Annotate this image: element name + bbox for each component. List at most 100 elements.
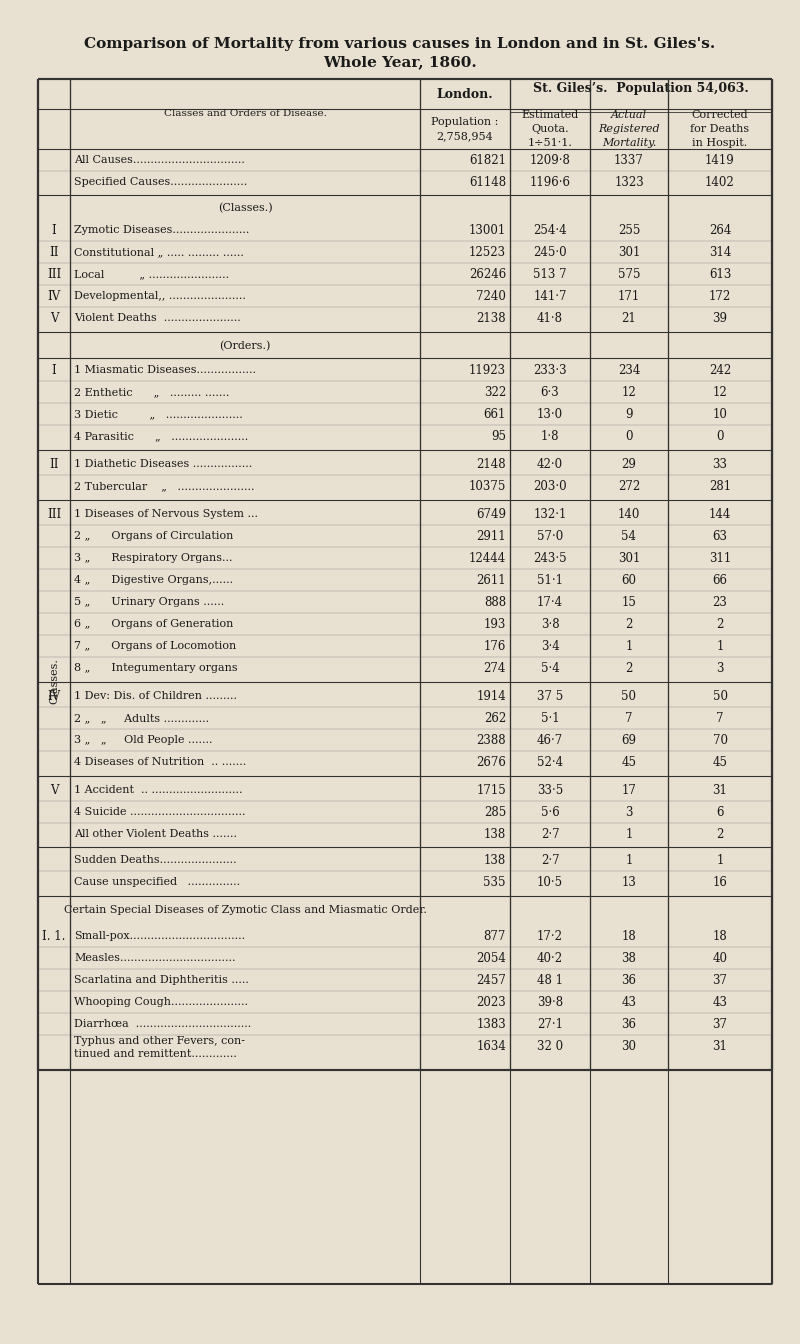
Text: 12523: 12523 — [469, 246, 506, 258]
Text: 262: 262 — [484, 711, 506, 724]
Text: 6 „      Organs of Generation: 6 „ Organs of Generation — [74, 620, 234, 629]
Text: 141·7: 141·7 — [534, 289, 566, 302]
Text: 21: 21 — [622, 312, 636, 324]
Text: 29: 29 — [622, 457, 637, 470]
Text: 301: 301 — [618, 551, 640, 564]
Text: 38: 38 — [622, 952, 637, 965]
Text: 1: 1 — [626, 828, 633, 840]
Text: IV: IV — [47, 689, 61, 703]
Text: 1715: 1715 — [476, 784, 506, 797]
Text: Corrected
for Deaths
in Hospit.: Corrected for Deaths in Hospit. — [690, 110, 750, 148]
Text: 66: 66 — [713, 574, 727, 586]
Text: 4 Suicide .................................: 4 Suicide ..............................… — [74, 806, 246, 817]
Text: 12: 12 — [622, 386, 636, 399]
Text: 281: 281 — [709, 480, 731, 492]
Text: 203·0: 203·0 — [533, 480, 567, 492]
Text: Constitutional „ ..... ......... ......: Constitutional „ ..... ......... ...... — [74, 247, 244, 257]
Text: I: I — [52, 223, 56, 237]
Text: 535: 535 — [483, 875, 506, 888]
Text: 6·3: 6·3 — [541, 386, 559, 399]
Text: V: V — [50, 784, 58, 797]
Text: 1 Accident  .. ..........................: 1 Accident .. .......................... — [74, 785, 242, 796]
Text: 45: 45 — [622, 755, 637, 769]
Text: 2388: 2388 — [476, 734, 506, 746]
Text: 245·0: 245·0 — [533, 246, 567, 258]
Text: 264: 264 — [709, 223, 731, 237]
Text: Whooping Cough......................: Whooping Cough...................... — [74, 997, 248, 1007]
Text: Zymotic Diseases......................: Zymotic Diseases...................... — [74, 224, 250, 235]
Text: 27·1: 27·1 — [537, 1017, 563, 1031]
Text: 7240: 7240 — [476, 289, 506, 302]
Text: 17·4: 17·4 — [537, 595, 563, 609]
Text: 54: 54 — [622, 530, 637, 543]
Text: 243·5: 243·5 — [533, 551, 567, 564]
Text: 13001: 13001 — [469, 223, 506, 237]
Text: 254·4: 254·4 — [533, 223, 567, 237]
Text: 41·8: 41·8 — [537, 312, 563, 324]
Text: 95: 95 — [491, 430, 506, 442]
Text: London.: London. — [437, 87, 494, 101]
Text: 2138: 2138 — [476, 312, 506, 324]
Text: 1·8: 1·8 — [541, 430, 559, 442]
Text: Scarlatina and Diphtheritis .....: Scarlatina and Diphtheritis ..... — [74, 974, 249, 985]
Text: 3: 3 — [626, 805, 633, 818]
Text: 234: 234 — [618, 363, 640, 376]
Text: Typhus and other Fevers, con-: Typhus and other Fevers, con- — [74, 1036, 245, 1046]
Text: 7: 7 — [626, 711, 633, 724]
Text: 26246: 26246 — [469, 267, 506, 281]
Text: 69: 69 — [622, 734, 637, 746]
Text: 7: 7 — [716, 711, 724, 724]
Text: 140: 140 — [618, 508, 640, 520]
Text: Violent Deaths  ......................: Violent Deaths ...................... — [74, 313, 241, 323]
Text: 2054: 2054 — [476, 952, 506, 965]
Text: 36: 36 — [622, 973, 637, 986]
Text: I. 1.: I. 1. — [42, 930, 66, 942]
Text: 2: 2 — [626, 617, 633, 630]
Text: Developmental,, ......................: Developmental,, ...................... — [74, 292, 246, 301]
Text: Comparison of Mortality from various causes in London and in St. Giles's.: Comparison of Mortality from various cau… — [84, 38, 716, 51]
Text: Specified Causes......................: Specified Causes...................... — [74, 177, 247, 187]
Text: 37 5: 37 5 — [537, 689, 563, 703]
Text: 50: 50 — [622, 689, 637, 703]
Text: 43: 43 — [713, 996, 727, 1008]
Text: 42·0: 42·0 — [537, 457, 563, 470]
Text: I: I — [52, 363, 56, 376]
Text: 12444: 12444 — [469, 551, 506, 564]
Text: 4 Parasitic      „   ......................: 4 Parasitic „ ...................... — [74, 431, 248, 441]
Text: 138: 138 — [484, 828, 506, 840]
Text: 138: 138 — [484, 853, 506, 867]
Text: V: V — [50, 312, 58, 324]
Text: 272: 272 — [618, 480, 640, 492]
Text: 311: 311 — [709, 551, 731, 564]
Text: Small-pox.................................: Small-pox...............................… — [74, 931, 245, 941]
Text: IV: IV — [47, 289, 61, 302]
Text: 1: 1 — [716, 853, 724, 867]
Text: 888: 888 — [484, 595, 506, 609]
Text: 12: 12 — [713, 386, 727, 399]
Text: 2: 2 — [716, 828, 724, 840]
Text: 172: 172 — [709, 289, 731, 302]
Text: 2·7: 2·7 — [541, 828, 559, 840]
Text: 40·2: 40·2 — [537, 952, 563, 965]
Text: 613: 613 — [709, 267, 731, 281]
Text: 33: 33 — [713, 457, 727, 470]
Text: 1: 1 — [626, 853, 633, 867]
Text: 7 „      Organs of Locomotion: 7 „ Organs of Locomotion — [74, 641, 236, 650]
Text: III: III — [47, 267, 61, 281]
Text: 1196·6: 1196·6 — [530, 176, 570, 188]
Text: 1383: 1383 — [476, 1017, 506, 1031]
Text: 1337: 1337 — [614, 153, 644, 167]
Text: 233·3: 233·3 — [533, 363, 567, 376]
Text: Measles.................................: Measles................................. — [74, 953, 235, 964]
Text: 877: 877 — [484, 930, 506, 942]
Text: 322: 322 — [484, 386, 506, 399]
Text: 57·0: 57·0 — [537, 530, 563, 543]
Text: 285: 285 — [484, 805, 506, 818]
Text: 1419: 1419 — [705, 153, 735, 167]
Text: (Orders.): (Orders.) — [219, 341, 270, 351]
Text: Classes and Orders of Disease.: Classes and Orders of Disease. — [163, 109, 326, 118]
Text: 6: 6 — [716, 805, 724, 818]
Text: II: II — [50, 457, 58, 470]
Text: 3 „      Respiratory Organs...: 3 „ Respiratory Organs... — [74, 552, 233, 563]
Text: 1 Dev: Dis. of Children .........: 1 Dev: Dis. of Children ......... — [74, 691, 237, 702]
